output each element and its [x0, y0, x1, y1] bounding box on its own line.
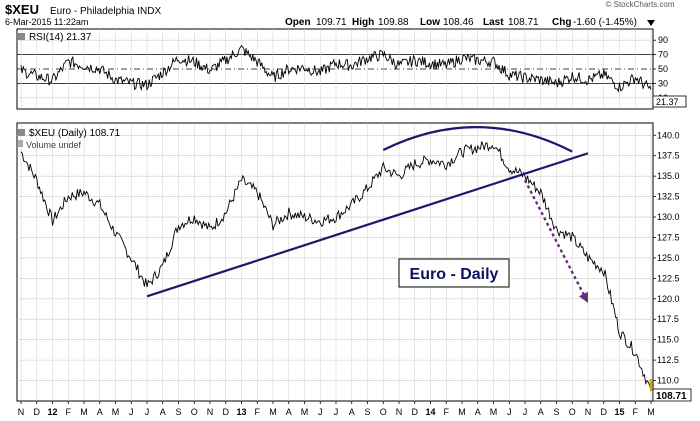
x-tick-label: J — [129, 407, 134, 417]
price-series-line — [20, 141, 652, 392]
rsi-panel-icon — [18, 33, 25, 40]
high-label: High — [352, 17, 374, 28]
x-tick-label: M — [301, 407, 309, 417]
last-label: Last — [483, 17, 504, 28]
x-tick-label: M — [490, 407, 498, 417]
price-axis: 140.0 137.5 135.0 132.5 130.0 127.5 125.0 122.5… — [653, 130, 680, 386]
price-tick-label: 130.0 — [657, 212, 680, 222]
x-tick-label: A — [97, 407, 103, 417]
price-tick-label: 110.0 — [657, 376, 679, 386]
price-tick-label: 125.0 — [657, 253, 680, 263]
price-tick-label: 120.0 — [657, 294, 680, 304]
price-tick-label: 122.5 — [657, 273, 680, 283]
x-tick-label: N — [585, 407, 592, 417]
price-label: $XEU (Daily) 108.71 — [29, 128, 121, 139]
x-tick-label: A — [349, 407, 355, 417]
trendline-annotation — [146, 152, 589, 298]
volume-label: Volume undef — [26, 140, 82, 150]
x-tick-label: N — [207, 407, 214, 417]
rsi-current-value: 21.37 — [656, 97, 679, 107]
symbol-title: $XEU — [5, 2, 39, 17]
x-tick-label: 12 — [47, 407, 57, 417]
x-tick-label: M — [112, 407, 120, 417]
x-tick-label: A — [538, 407, 544, 417]
x-tick-label: F — [633, 407, 639, 417]
arrow-head-icon — [578, 291, 588, 303]
x-tick-label: D — [223, 407, 230, 417]
rsi-series-line — [20, 44, 652, 93]
x-tick-label: M — [458, 407, 466, 417]
x-tick-label: J — [318, 407, 323, 417]
x-tick-label: F — [444, 407, 450, 417]
open-value: 109.71 — [316, 17, 347, 28]
rsi-axis: 9070503010 — [653, 35, 668, 103]
x-tick-label: D — [601, 407, 608, 417]
rsi-label: RSI(14) 21.37 — [29, 32, 92, 43]
rsi-current-box — [652, 95, 687, 108]
quote-bar: Open 109.71 High 109.88 Low 108.46 Last … — [285, 17, 637, 28]
volume-icon — [18, 140, 23, 147]
low-value: 108.46 — [443, 17, 474, 28]
rsi-tick-label: 70 — [658, 50, 668, 60]
rsi-tick-label: 50 — [658, 64, 668, 74]
timestamp: 6-Mar-2015 11:22am — [5, 17, 88, 27]
x-tick-label: S — [175, 407, 181, 417]
rsi-tick-label: 30 — [658, 78, 668, 88]
rsi-grid — [17, 29, 653, 109]
annotation-box — [398, 258, 510, 288]
x-tick-label: A — [475, 407, 481, 417]
price-panel-frame — [16, 122, 654, 402]
x-tick-label: O — [569, 407, 576, 417]
x-tick-label: M — [647, 407, 655, 417]
price-tick-label: 127.5 — [657, 232, 680, 242]
x-tick-label: S — [553, 407, 559, 417]
x-tick-label: F — [255, 407, 261, 417]
price-tick-label: 112.5 — [657, 355, 679, 365]
rsi-tick-label: 90 — [658, 35, 668, 45]
annotation-text: Euro - Daily — [410, 266, 499, 283]
last-price-value: 108.71 — [656, 391, 687, 402]
price-grid — [17, 123, 653, 401]
x-tick-label: D — [412, 407, 419, 417]
x-tick-label: S — [364, 407, 370, 417]
x-tick-label: A — [286, 407, 292, 417]
downtrend-arrow-annotation — [523, 179, 586, 297]
x-tick-label: J — [145, 407, 150, 417]
price-tick-label: 135.0 — [657, 171, 680, 181]
rounded-top-arc-annotation — [382, 126, 573, 153]
open-label: Open — [285, 17, 311, 28]
x-tick-label: O — [380, 407, 387, 417]
x-tick-label: N — [18, 407, 25, 417]
x-tick-label: 14 — [425, 407, 435, 417]
price-tick-label: 140.0 — [657, 130, 680, 140]
x-tick-label: J — [334, 407, 339, 417]
x-axis: N D 12 F M A M J J A S O N D 13 F M A M J J A S O N D 14 F M A M J J A S O N… — [18, 401, 655, 417]
triangle-down-icon[interactable] — [647, 20, 655, 26]
chg-value: -1.60 (-1.45%) — [573, 17, 637, 28]
x-tick-label: N — [396, 407, 403, 417]
watermark: © StockCharts.com — [605, 0, 674, 9]
x-tick-label: 15 — [614, 407, 624, 417]
price-panel-icon — [18, 129, 25, 136]
x-tick-label: J — [507, 407, 512, 417]
price-tick-label: 137.5 — [657, 151, 680, 161]
last-value: 108.71 — [508, 17, 539, 28]
low-label: Low — [420, 17, 440, 28]
x-tick-label: M — [80, 407, 88, 417]
price-tick-label: 115.0 — [657, 335, 679, 345]
last-price-box — [652, 388, 692, 402]
high-value: 109.88 — [378, 17, 409, 28]
symbol-name: Euro - Philadelphia INDX — [50, 6, 161, 17]
x-tick-label: M — [269, 407, 277, 417]
x-tick-label: 13 — [236, 407, 246, 417]
x-tick-label: F — [66, 407, 72, 417]
chg-label: Chg — [552, 17, 571, 28]
x-tick-label: A — [160, 407, 166, 417]
x-tick-label: D — [34, 407, 41, 417]
price-tick-label: 117.5 — [657, 314, 679, 324]
price-tick-label: 132.5 — [657, 192, 680, 202]
x-tick-label: J — [523, 407, 528, 417]
x-tick-label: O — [191, 407, 198, 417]
